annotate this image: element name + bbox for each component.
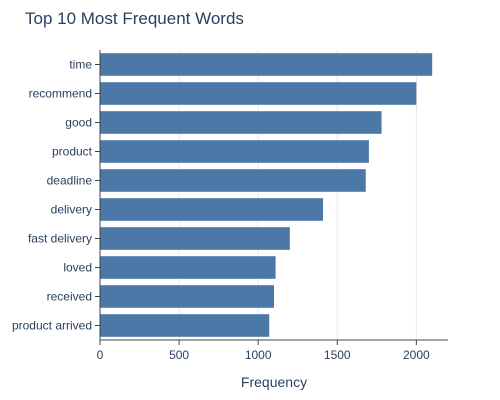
bar-deadline [100,169,366,192]
y-tick-label: fast delivery [28,232,92,246]
bar-good [100,111,382,134]
y-tick-label: deadline [47,174,93,188]
y-tick-label: delivery [51,203,92,217]
y-tick-label: recommend [29,87,92,101]
y-tick-label: loved [63,261,92,275]
y-tick-label: good [65,116,92,130]
x-tick-label: 1000 [245,348,272,362]
y-tick-label: time [69,58,92,72]
x-tick-label: 2000 [403,348,430,362]
bar-delivery [100,198,324,221]
x-tick-label: 1500 [324,348,351,362]
x-tick-label: 500 [169,348,189,362]
bar-product-arrived [100,314,270,337]
y-tick-label: product arrived [12,319,92,333]
y-tick-label: received [47,290,92,304]
x-axis-title: Frequency [241,374,307,390]
chart-title: Top 10 Most Frequent Words [25,9,244,28]
bar-time [100,53,433,76]
y-tick-label: product [52,145,93,159]
bars [100,53,433,337]
axes: 0 500 1000 1500 2000 time recommend good product… [12,50,448,362]
x-tick-label: 0 [97,348,104,362]
bar-loved [100,256,276,279]
bar-recommend [100,82,417,105]
bar-product [100,140,369,163]
bar-received [100,285,274,308]
bar-fast-delivery [100,227,290,250]
